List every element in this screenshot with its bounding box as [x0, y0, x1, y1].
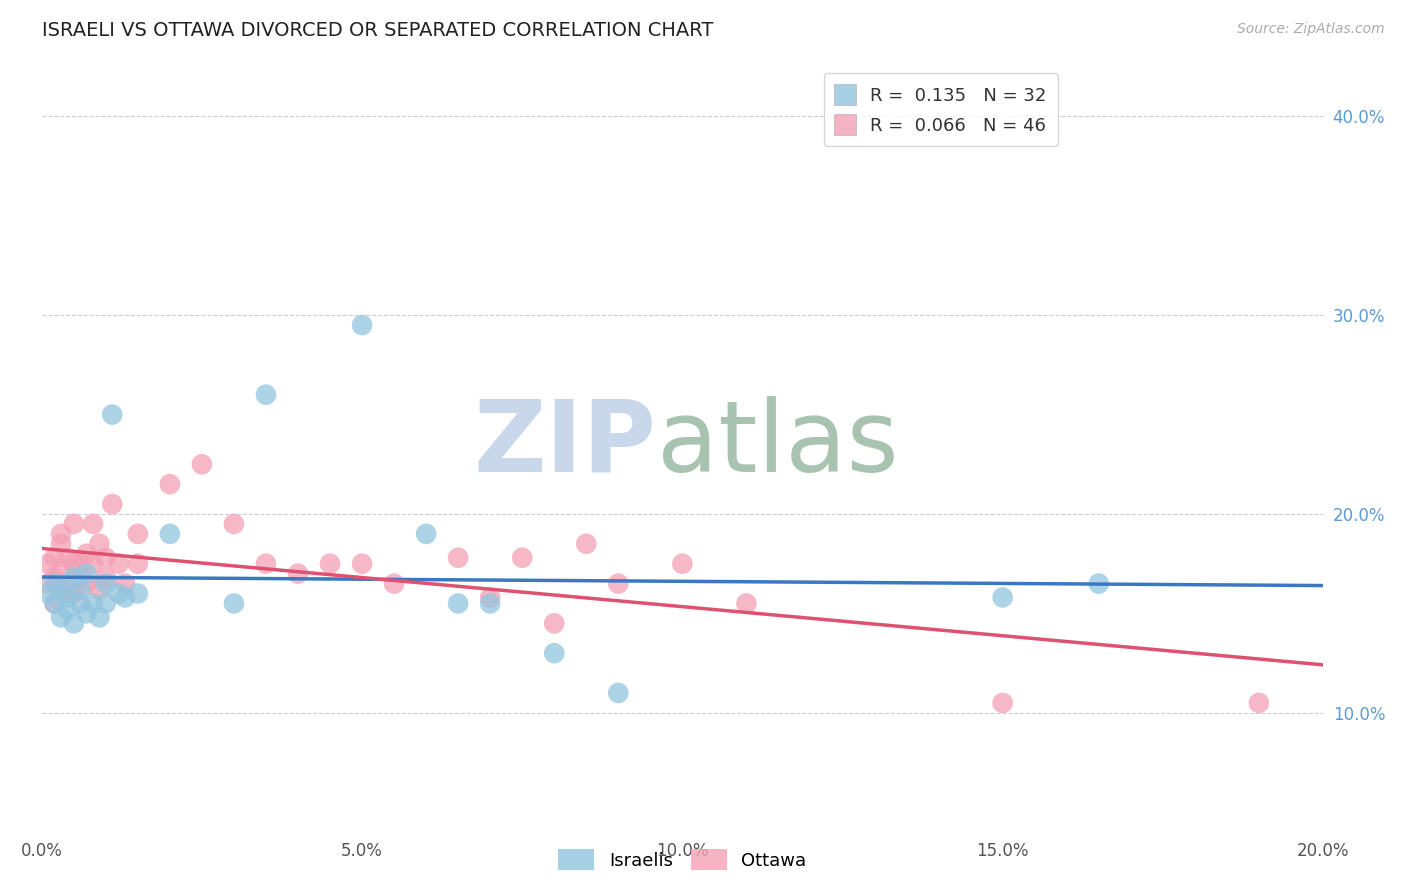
- Point: [107, 557, 129, 571]
- Point: [447, 597, 470, 611]
- Point: [89, 582, 111, 597]
- Point: [62, 586, 84, 600]
- Point: [62, 557, 84, 571]
- Point: [76, 576, 98, 591]
- Point: [76, 607, 98, 621]
- Point: [101, 408, 124, 422]
- Point: [56, 582, 79, 597]
- Point: [991, 696, 1014, 710]
- Point: [49, 527, 72, 541]
- Point: [94, 571, 117, 585]
- Point: [607, 686, 630, 700]
- Point: [69, 582, 91, 597]
- Point: [62, 516, 84, 531]
- Point: [319, 557, 342, 571]
- Point: [49, 610, 72, 624]
- Point: [254, 387, 277, 401]
- Point: [37, 557, 59, 571]
- Point: [254, 557, 277, 571]
- Point: [49, 563, 72, 577]
- Point: [44, 550, 66, 565]
- Point: [44, 576, 66, 591]
- Point: [56, 591, 79, 605]
- Point: [735, 597, 758, 611]
- Point: [114, 576, 136, 591]
- Text: Source: ZipAtlas.com: Source: ZipAtlas.com: [1237, 22, 1385, 37]
- Point: [1087, 576, 1109, 591]
- Point: [76, 566, 98, 581]
- Point: [94, 576, 117, 591]
- Point: [44, 597, 66, 611]
- Point: [37, 586, 59, 600]
- Point: [159, 527, 181, 541]
- Point: [114, 591, 136, 605]
- Point: [107, 586, 129, 600]
- Point: [62, 571, 84, 585]
- Point: [56, 550, 79, 565]
- Point: [287, 566, 309, 581]
- Point: [447, 550, 470, 565]
- Point: [671, 557, 693, 571]
- Point: [222, 516, 245, 531]
- Point: [69, 571, 91, 585]
- Legend: Israelis, Ottawa: Israelis, Ottawa: [551, 842, 814, 878]
- Point: [352, 557, 374, 571]
- Point: [89, 610, 111, 624]
- Point: [1247, 696, 1270, 710]
- Point: [94, 597, 117, 611]
- Point: [49, 582, 72, 597]
- Text: atlas: atlas: [657, 396, 898, 493]
- Point: [543, 646, 565, 660]
- Point: [510, 550, 533, 565]
- Point: [607, 576, 630, 591]
- Point: [37, 576, 59, 591]
- Point: [127, 527, 149, 541]
- Point: [62, 616, 84, 631]
- Point: [94, 550, 117, 565]
- Point: [89, 537, 111, 551]
- Text: ZIP: ZIP: [474, 396, 657, 493]
- Point: [222, 597, 245, 611]
- Point: [127, 586, 149, 600]
- Point: [82, 516, 104, 531]
- Point: [543, 616, 565, 631]
- Point: [159, 477, 181, 491]
- Point: [82, 597, 104, 611]
- Point: [382, 576, 405, 591]
- Point: [69, 557, 91, 571]
- Point: [127, 557, 149, 571]
- Point: [415, 527, 437, 541]
- Point: [479, 591, 502, 605]
- Point: [101, 497, 124, 511]
- Point: [352, 318, 374, 332]
- Point: [49, 537, 72, 551]
- Point: [76, 547, 98, 561]
- Point: [56, 602, 79, 616]
- Point: [191, 457, 214, 471]
- Text: ISRAELI VS OTTAWA DIVORCED OR SEPARATED CORRELATION CHART: ISRAELI VS OTTAWA DIVORCED OR SEPARATED …: [42, 21, 713, 40]
- Point: [69, 597, 91, 611]
- Point: [991, 591, 1014, 605]
- Point: [44, 597, 66, 611]
- Point: [82, 557, 104, 571]
- Point: [44, 571, 66, 585]
- Point: [575, 537, 598, 551]
- Point: [479, 597, 502, 611]
